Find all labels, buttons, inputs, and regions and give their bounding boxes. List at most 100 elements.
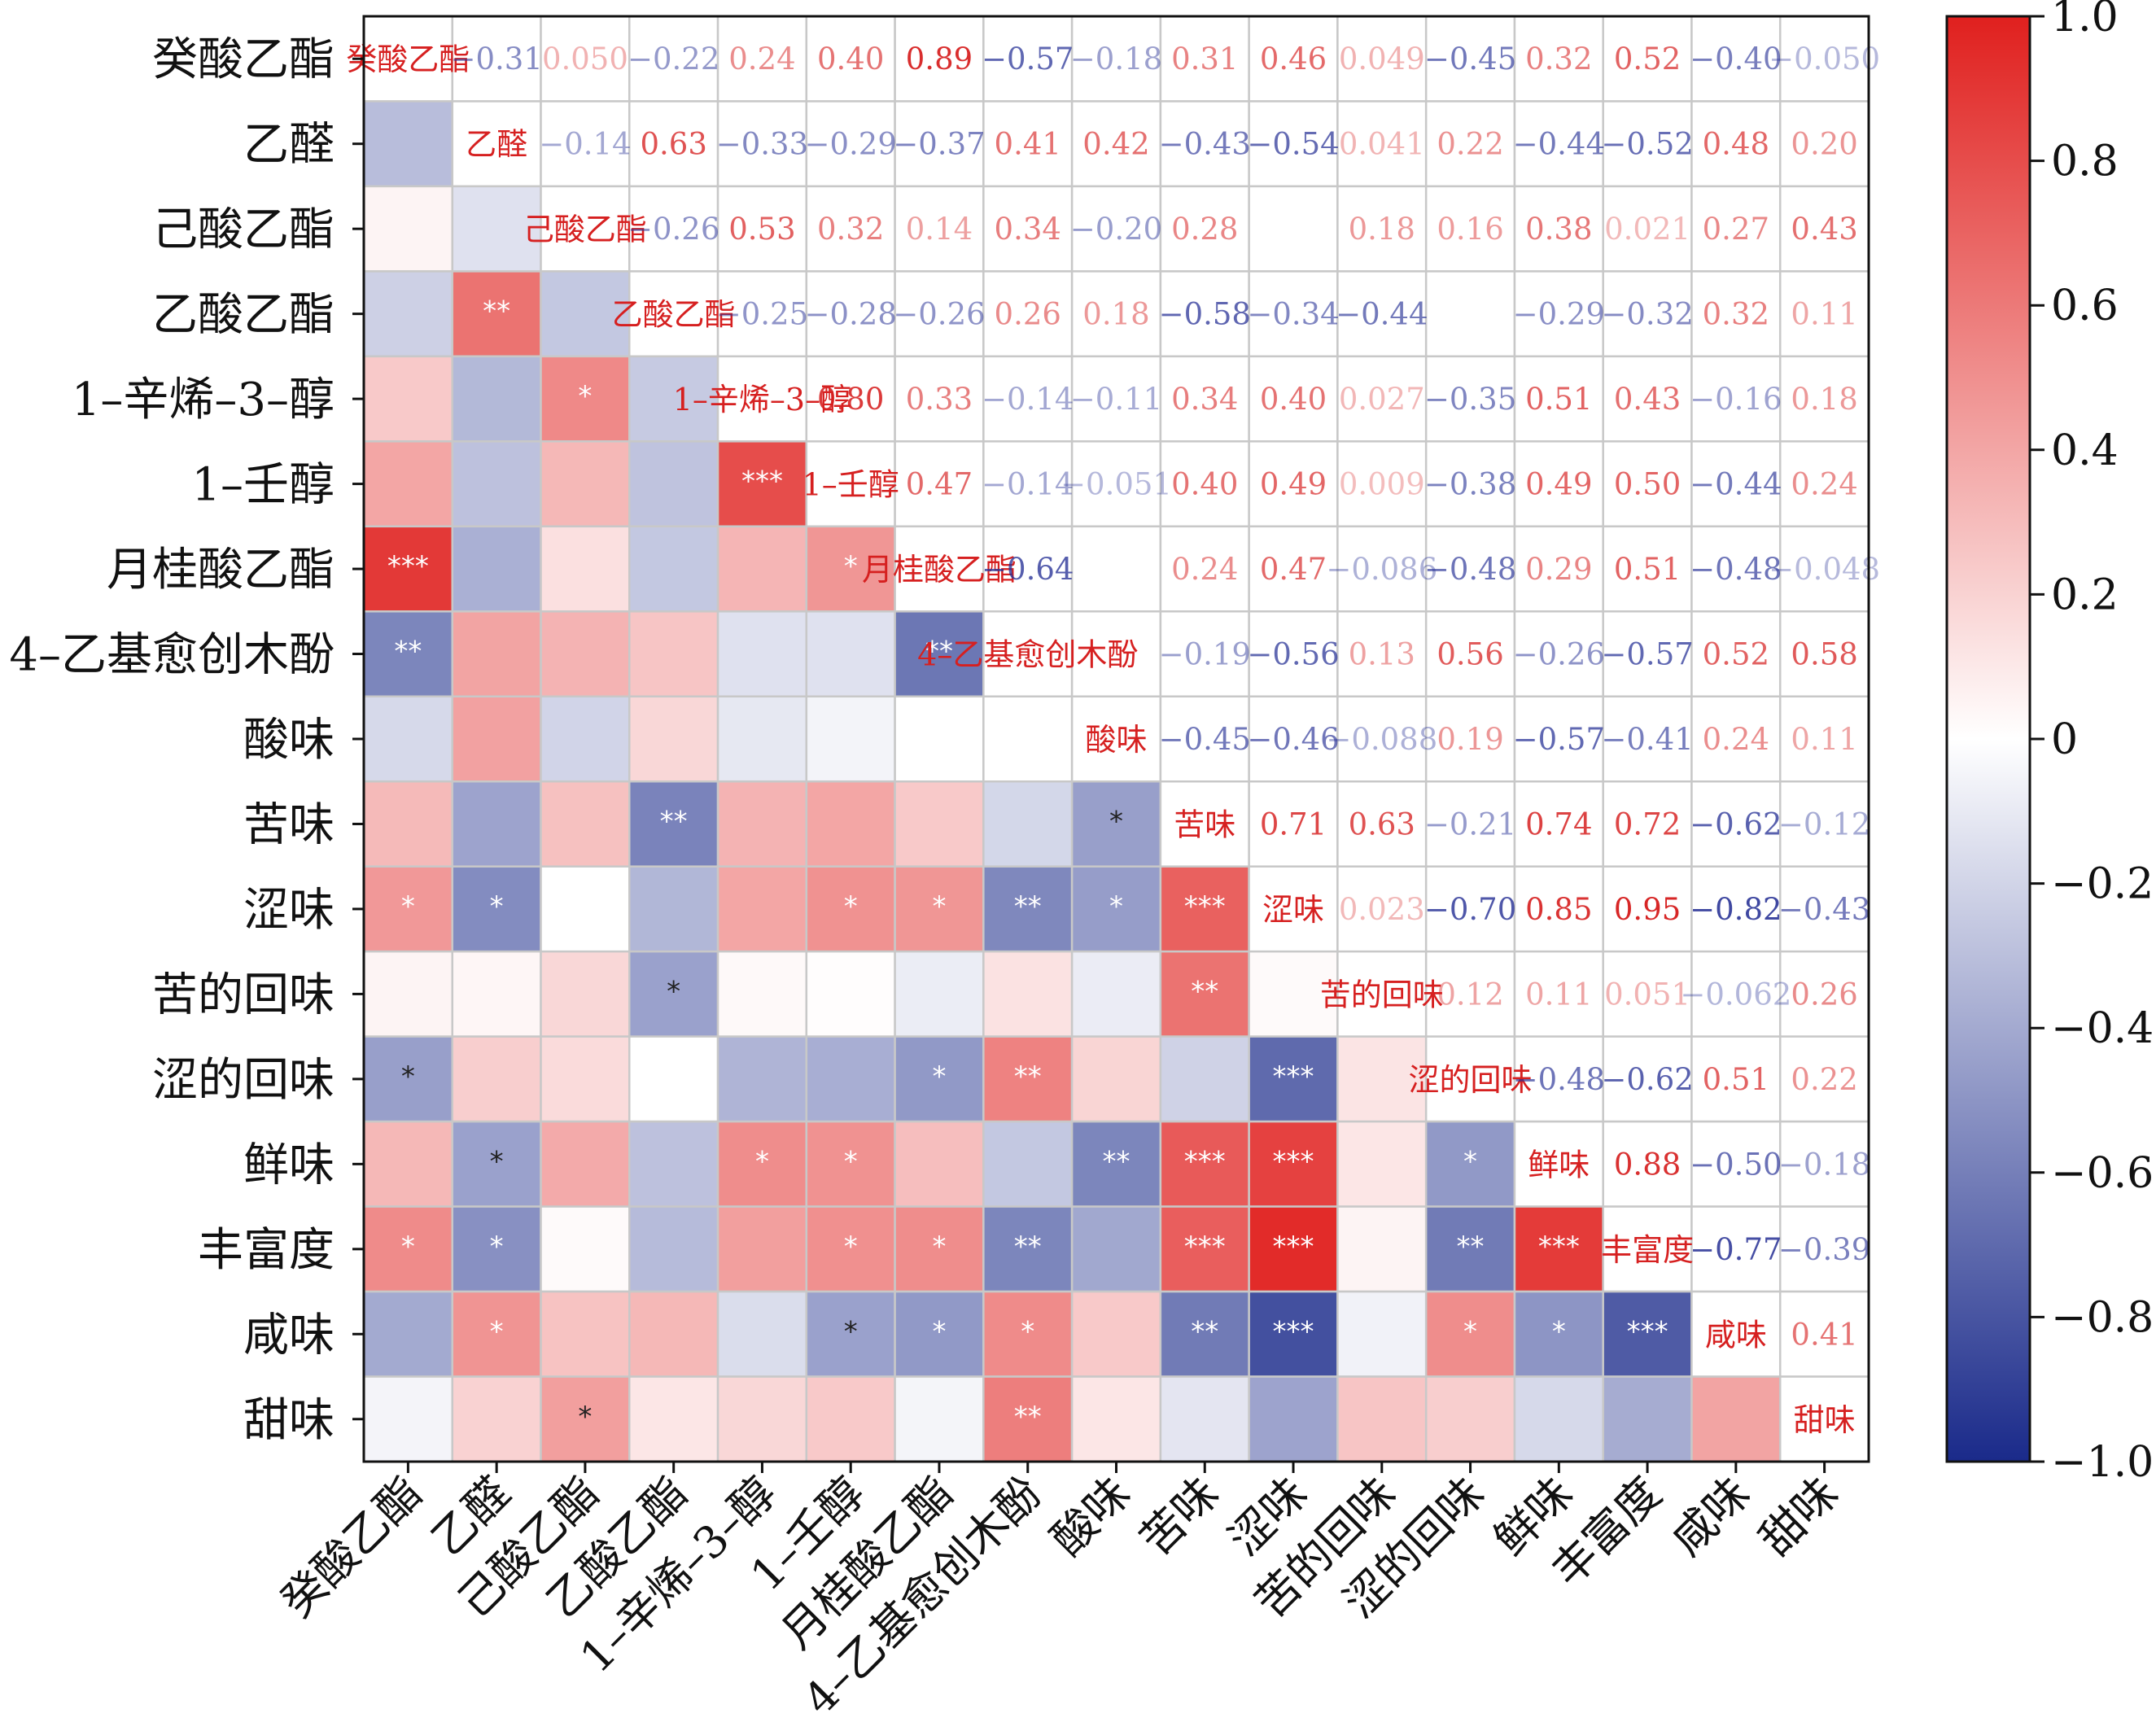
correlation-value-label: −0.40 <box>1690 42 1782 76</box>
heatmap-cell-10-7 <box>982 865 1074 953</box>
correlation-value-label: −0.48 <box>1513 1062 1605 1097</box>
correlation-value-label: 0.27 <box>1703 212 1769 247</box>
heatmap-cell-16-1 <box>451 1375 542 1463</box>
diagonal-label: 甜味 <box>1794 1402 1856 1438</box>
heatmap-cell-2-0 <box>362 185 454 273</box>
diagonal-label: 癸酸乙酯 <box>346 42 470 77</box>
significance-marker: * <box>1109 890 1123 923</box>
heatmap-cell-6-13 <box>1513 525 1604 613</box>
correlation-value-label: −0.62 <box>1690 806 1782 841</box>
correlation-value-label: 0.85 <box>1525 892 1592 927</box>
heatmap-cell-7-5 <box>805 610 896 698</box>
correlation-value-label: 0.71 <box>1260 806 1327 841</box>
correlation-value-label: 0.31 <box>1171 42 1238 76</box>
heatmap-cell-9-8 <box>1070 780 1162 868</box>
correlation-value-label: −0.22 <box>628 42 719 76</box>
heatmap-cell-11-10 <box>1248 950 1339 1038</box>
correlation-value-label: 0.49 <box>1260 467 1327 502</box>
heatmap-cell-4-10 <box>1248 355 1339 443</box>
row-label: 苦味 <box>243 798 335 851</box>
heatmap-cell-16-9 <box>1159 1375 1250 1463</box>
heatmap-cell-7-6 <box>894 610 985 698</box>
correlation-value-label: −0.44 <box>1513 127 1605 162</box>
correlation-value-label: −0.58 <box>1159 297 1251 332</box>
correlation-value-label: 0.50 <box>1614 467 1681 502</box>
heatmap-cell-9-0 <box>362 780 454 868</box>
heatmap-cell-5-8 <box>1070 440 1162 528</box>
heatmap-cell-12-8 <box>1070 1035 1162 1123</box>
heatmap-cell-14-4 <box>716 1205 808 1293</box>
heatmap-cell-8-6 <box>894 695 985 783</box>
heatmap-cell-9-10 <box>1248 780 1339 868</box>
heatmap-cell-2-3 <box>628 185 719 273</box>
heatmap-cell-15-6 <box>894 1290 985 1378</box>
correlation-value-label: −0.82 <box>1690 892 1782 927</box>
significance-marker: * <box>401 890 415 923</box>
correlation-value-label: 0.11 <box>1791 297 1857 332</box>
heatmap-cell-10-6 <box>894 865 985 953</box>
correlation-value-label: 0.38 <box>1525 212 1592 247</box>
significance-marker: * <box>667 975 680 1008</box>
heatmap-cell-9-2 <box>540 780 631 868</box>
heatmap-cell-9-6 <box>894 780 985 868</box>
heatmap-cell-12-3 <box>628 1035 719 1123</box>
diagonal-label: 酸味 <box>1085 722 1147 758</box>
row-label: 己酸乙酯 <box>152 203 335 256</box>
heatmap-cell-7-0 <box>362 610 454 698</box>
row-label: 鲜味 <box>243 1139 335 1191</box>
correlation-value-label: 0.51 <box>1614 552 1681 587</box>
heatmap-cell-3-6 <box>894 270 985 358</box>
heatmap-cell-8-15 <box>1690 695 1782 783</box>
heatmap-cell-2-7 <box>982 185 1074 273</box>
correlation-value-label: 0.41 <box>995 127 1061 162</box>
correlation-value-label: −0.37 <box>893 127 985 162</box>
heatmap-cell-7-4 <box>716 610 808 698</box>
heatmap-cell-15-12 <box>1424 1290 1516 1378</box>
row-label: 涩味 <box>243 884 335 937</box>
correlation-value-label: 0.14 <box>906 212 973 247</box>
correlation-value-label: 0.11 <box>1525 977 1592 1012</box>
colorbar-tick-label: 0.6 <box>2051 282 2119 330</box>
heatmap-cell-16-10 <box>1248 1375 1339 1463</box>
heatmap-cell-3-2 <box>540 270 631 358</box>
diagonal-label: 咸味 <box>1705 1317 1767 1353</box>
heatmap-cell-4-16 <box>1778 355 1870 443</box>
colorbar-tick-label: −0.8 <box>2051 1293 2154 1342</box>
correlation-value-label: 0.43 <box>1791 212 1857 247</box>
heatmap-cell-16-13 <box>1513 1375 1604 1463</box>
heatmap-cell-16-3 <box>628 1375 719 1463</box>
correlation-value-label: −0.46 <box>1247 722 1339 757</box>
heatmap-cell-13-0 <box>362 1120 454 1208</box>
heatmap-cell-9-1 <box>451 780 542 868</box>
heatmap-cell-15-3 <box>628 1290 719 1378</box>
heatmap-cell-15-9 <box>1159 1290 1250 1378</box>
heatmap-cell-11-14 <box>1602 950 1693 1038</box>
colorbar-tick-label: 0.2 <box>2051 570 2119 619</box>
correlation-value-label: −0.088 <box>1326 722 1437 757</box>
heatmap-cell-3-0 <box>362 270 454 358</box>
correlation-value-label: −0.39 <box>1778 1232 1870 1267</box>
correlation-value-label: 0.34 <box>1171 382 1238 417</box>
correlation-value-label: −0.18 <box>1070 42 1162 76</box>
heatmap-cell-9-11 <box>1336 780 1428 868</box>
correlation-value-label: −0.20 <box>1070 212 1162 247</box>
heatmap-cell-3-7 <box>982 270 1074 358</box>
correlation-value-label: 0.22 <box>1791 1062 1857 1097</box>
heatmap-cell-8-1 <box>451 695 542 783</box>
heatmap-cell-4-0 <box>362 355 454 443</box>
correlation-value-label: 0.46 <box>1260 42 1327 76</box>
heatmap-cell-15-14 <box>1602 1290 1693 1378</box>
heatmap-cell-4-13 <box>1513 355 1604 443</box>
heatmap-cell-7-2 <box>540 610 631 698</box>
heatmap-cell-0-1 <box>451 15 542 103</box>
heatmap-cell-4-5 <box>805 355 896 443</box>
heatmap-cell-8-4 <box>716 695 808 783</box>
heatmap-cell-10-10 <box>1248 865 1339 953</box>
heatmap-cell-11-0 <box>362 950 454 1038</box>
correlation-value-label: 0.11 <box>1791 722 1857 757</box>
heatmap-cell-1-5 <box>805 100 896 188</box>
heatmap-cell-4-4 <box>716 355 808 443</box>
heatmap-cell-4-6 <box>894 355 985 443</box>
heatmap-cell-5-10 <box>1248 440 1339 528</box>
